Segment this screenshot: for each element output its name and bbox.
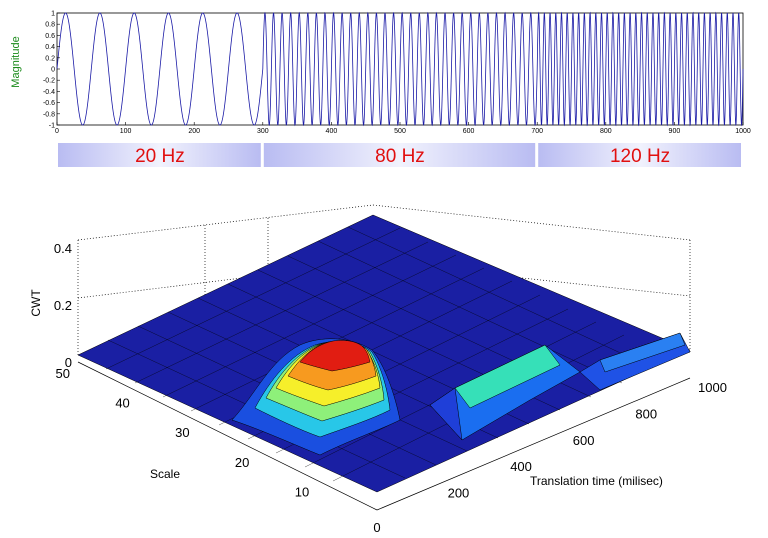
waveform-y-tick-label: 0.2 (45, 55, 55, 62)
surface-time-tick-label: 600 (573, 433, 595, 448)
waveform-series-line (56, 11, 744, 127)
surface-time-tick-label: 200 (448, 486, 470, 501)
ridge-120hz (579, 332, 691, 391)
waveform-y-tick-label: -0.4 (43, 89, 55, 96)
waveform-y-tick-label: 0 (51, 67, 55, 74)
waveform-x-tick-label: 400 (326, 128, 338, 135)
surface-time-tick-label: 400 (510, 459, 532, 474)
waveform-chart: 0 100 200 300 400 500 600 700 800 900 1000 1 0.8 0.6… (10, 11, 751, 136)
surface-scale-zero-label: 0 (373, 520, 380, 535)
surface-scale-tick-label: 30 (175, 425, 189, 440)
surface-z-tick-label: 0 (65, 355, 72, 370)
waveform-x-tick-label: 0 (55, 128, 59, 135)
surface-z-tick-label: 0.4 (54, 241, 72, 256)
surface-z-tick-label: 0.2 (54, 298, 72, 313)
frequency-band (58, 143, 261, 167)
frequency-bands: 20 Hz 80 Hz 120 Hz (58, 143, 741, 167)
waveform-y-tick-label: 0.6 (45, 33, 55, 40)
surface-base (77, 214, 691, 493)
waveform-x-tick-label: 1000 (735, 128, 751, 135)
waveform-y-tick-label: 0.4 (45, 44, 55, 51)
frequency-band (538, 143, 741, 167)
surface-scale-tick-label: 20 (235, 455, 249, 470)
waveform-x-tick-label: 900 (669, 128, 681, 135)
frequency-band-label: 20 Hz (135, 146, 185, 167)
waveform-y-ticks: 1 0.8 0.6 0.4 0.2 0 -0.2 -0.4 -0.6 -0.8 -1 (43, 11, 60, 130)
surface-z-axis-label: CWT (29, 289, 43, 317)
waveform-x-tick-label: 500 (394, 128, 406, 135)
frequency-band (263, 143, 536, 167)
waveform-x-tick-label: 100 (120, 128, 132, 135)
waveform-y-tick-label: -0.8 (43, 111, 55, 118)
waveform-x-ticks: 0 100 200 300 400 500 600 700 800 900 1000 (55, 122, 751, 135)
waveform-y-axis-label: Magnitude (10, 36, 22, 87)
waveform-y-tick-label: 0.8 (45, 22, 55, 29)
surface-scale-tick-label: 40 (115, 396, 129, 411)
peak-20hz (231, 338, 401, 456)
waveform-y-tick-label: -0.6 (43, 100, 55, 107)
surface-scale-tick-label: 50 (56, 366, 70, 381)
surface-time-axis-label: Translation time (milisec) (530, 474, 663, 488)
waveform-y-tick-label: -0.2 (43, 78, 55, 85)
surface-time-tick-label: 800 (635, 406, 657, 421)
waveform-y-tick-label: -1 (49, 123, 55, 130)
waveform-y-tick-label: 1 (51, 11, 55, 18)
surface-scale-ticks: 10 20 30 40 50 0 (56, 366, 381, 535)
surface-z-ticks: 0 0.2 0.4 (54, 241, 72, 370)
waveform-x-tick-label: 800 (600, 128, 612, 135)
surface-scale-tick-label: 10 (295, 484, 309, 499)
frequency-band-label: 120 Hz (610, 146, 670, 167)
surface-time-tick-label: 1000 (698, 380, 727, 395)
waveform-x-tick-label: 600 (463, 128, 475, 135)
surface-time-ticks: 200 400 600 800 1000 (448, 380, 727, 501)
waveform-x-tick-label: 300 (257, 128, 269, 135)
waveform-x-tick-label: 700 (531, 128, 543, 135)
frequency-band-label: 80 Hz (375, 146, 425, 167)
surface-scale-axis-label: Scale (150, 467, 180, 481)
waveform-x-tick-label: 200 (188, 128, 200, 135)
